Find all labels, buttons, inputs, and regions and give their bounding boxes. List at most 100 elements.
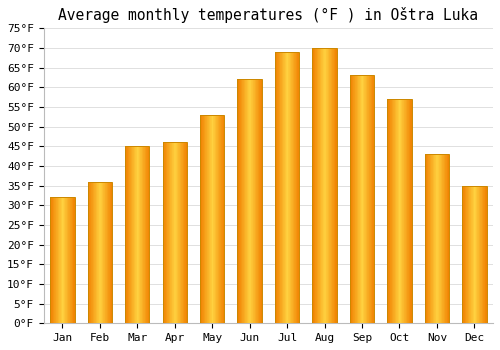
Bar [435, 154, 436, 323]
Bar [322, 48, 324, 323]
Bar [133, 146, 134, 323]
Bar [314, 48, 315, 323]
Bar [162, 142, 187, 323]
Bar [444, 154, 445, 323]
Bar [462, 186, 463, 323]
Bar [296, 52, 297, 323]
Bar [363, 76, 364, 323]
Bar [475, 186, 476, 323]
Bar [426, 154, 427, 323]
Bar [201, 115, 202, 323]
Bar [424, 154, 426, 323]
Bar [290, 52, 292, 323]
Bar [320, 48, 321, 323]
Bar [429, 154, 430, 323]
Bar [261, 79, 262, 323]
Bar [333, 48, 334, 323]
Bar [68, 197, 69, 323]
Bar [162, 142, 163, 323]
Bar [63, 197, 64, 323]
Bar [392, 99, 394, 323]
Bar [247, 79, 248, 323]
Bar [109, 182, 110, 323]
Bar [332, 48, 333, 323]
Bar [424, 154, 449, 323]
Bar [446, 154, 447, 323]
Bar [50, 197, 51, 323]
Bar [56, 197, 57, 323]
Bar [131, 146, 132, 323]
Bar [481, 186, 482, 323]
Bar [223, 115, 224, 323]
Bar [125, 146, 126, 323]
Bar [327, 48, 328, 323]
Bar [165, 142, 166, 323]
Bar [389, 99, 390, 323]
Bar [60, 197, 61, 323]
Bar [325, 48, 326, 323]
Bar [107, 182, 108, 323]
Bar [240, 79, 241, 323]
Bar [391, 99, 392, 323]
Bar [210, 115, 211, 323]
Bar [436, 154, 437, 323]
Bar [70, 197, 71, 323]
Bar [402, 99, 403, 323]
Bar [447, 154, 448, 323]
Bar [280, 52, 281, 323]
Bar [292, 52, 293, 323]
Bar [286, 52, 287, 323]
Bar [371, 76, 372, 323]
Bar [462, 186, 486, 323]
Bar [174, 142, 176, 323]
Bar [365, 76, 366, 323]
Bar [289, 52, 290, 323]
Bar [370, 76, 371, 323]
Bar [279, 52, 280, 323]
Bar [410, 99, 411, 323]
Bar [181, 142, 182, 323]
Title: Average monthly temperatures (°F ) in Oštra Luka: Average monthly temperatures (°F ) in Oš… [58, 7, 478, 23]
Bar [108, 182, 109, 323]
Bar [135, 146, 136, 323]
Bar [177, 142, 178, 323]
Bar [350, 76, 374, 323]
Bar [443, 154, 444, 323]
Bar [353, 76, 354, 323]
Bar [356, 76, 357, 323]
Bar [216, 115, 217, 323]
Bar [350, 76, 351, 323]
Bar [50, 197, 74, 323]
Bar [125, 146, 150, 323]
Bar [321, 48, 322, 323]
Bar [94, 182, 95, 323]
Bar [318, 48, 319, 323]
Bar [134, 146, 135, 323]
Bar [396, 99, 397, 323]
Bar [172, 142, 173, 323]
Bar [467, 186, 468, 323]
Bar [126, 146, 127, 323]
Bar [258, 79, 259, 323]
Bar [139, 146, 140, 323]
Bar [484, 186, 486, 323]
Bar [483, 186, 484, 323]
Bar [66, 197, 68, 323]
Bar [252, 79, 254, 323]
Bar [200, 115, 201, 323]
Bar [275, 52, 276, 323]
Bar [433, 154, 434, 323]
Bar [202, 115, 203, 323]
Bar [217, 115, 218, 323]
Bar [297, 52, 298, 323]
Bar [88, 182, 112, 323]
Bar [219, 115, 220, 323]
Bar [111, 182, 112, 323]
Bar [127, 146, 128, 323]
Bar [211, 115, 212, 323]
Bar [480, 186, 481, 323]
Bar [362, 76, 363, 323]
Bar [438, 154, 440, 323]
Bar [354, 76, 356, 323]
Bar [144, 146, 145, 323]
